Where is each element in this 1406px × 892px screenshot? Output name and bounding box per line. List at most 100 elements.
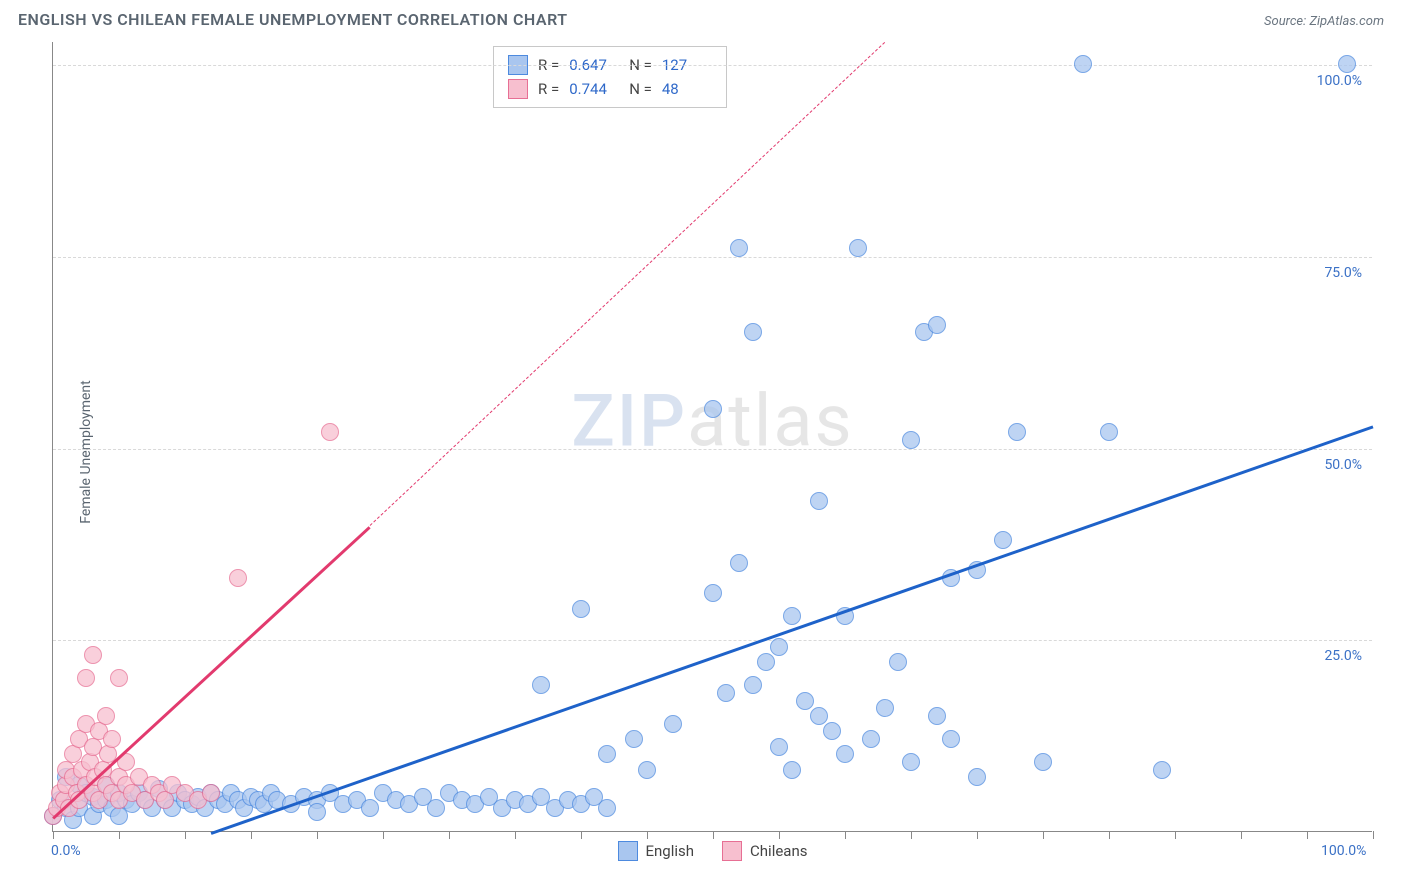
data-point xyxy=(876,699,894,717)
data-point xyxy=(744,676,762,694)
data-point xyxy=(836,745,854,763)
y-tick-label: 75.0% xyxy=(1324,265,1362,281)
data-point xyxy=(783,761,801,779)
data-point xyxy=(770,638,788,656)
data-point xyxy=(1338,55,1356,73)
x-tick xyxy=(581,831,582,839)
x-tick xyxy=(53,831,54,839)
data-point xyxy=(103,730,121,748)
stats-row: R = 0.744 N = 48 xyxy=(508,77,712,101)
data-point xyxy=(84,646,102,664)
n-value: 48 xyxy=(662,77,712,101)
legend-item: English xyxy=(618,841,695,861)
data-point xyxy=(427,799,445,817)
legend-item: Chileans xyxy=(722,841,807,861)
x-tick xyxy=(1175,831,1176,839)
data-point xyxy=(810,707,828,725)
data-point xyxy=(849,239,867,257)
y-tick-label: 100.0% xyxy=(1317,73,1362,89)
x-axis-label: 100.0% xyxy=(1321,843,1366,859)
data-point xyxy=(928,316,946,334)
data-point xyxy=(783,607,801,625)
regression-line-extrapolated xyxy=(369,42,884,526)
data-point xyxy=(532,676,550,694)
data-point xyxy=(994,531,1012,549)
data-point xyxy=(1034,753,1052,771)
data-point xyxy=(664,715,682,733)
data-point xyxy=(625,730,643,748)
x-axis-label: 0.0% xyxy=(51,843,81,859)
x-tick xyxy=(845,831,846,839)
watermark-zip: ZIP xyxy=(571,378,687,463)
data-point xyxy=(928,707,946,725)
x-tick xyxy=(1043,831,1044,839)
data-point xyxy=(202,784,220,802)
data-point xyxy=(308,803,326,821)
x-tick xyxy=(251,831,252,839)
x-tick xyxy=(977,831,978,839)
x-tick xyxy=(779,831,780,839)
data-point xyxy=(796,692,814,710)
series-swatch xyxy=(618,841,638,861)
data-point xyxy=(730,239,748,257)
data-point xyxy=(902,431,920,449)
y-tick-label: 25.0% xyxy=(1324,648,1362,664)
watermark-atlas: atlas xyxy=(687,378,854,463)
x-tick xyxy=(647,831,648,839)
data-point xyxy=(968,768,986,786)
data-point xyxy=(638,761,656,779)
x-tick xyxy=(1307,831,1308,839)
data-point xyxy=(1008,423,1026,441)
x-tick xyxy=(911,831,912,839)
series-swatch xyxy=(508,79,528,99)
x-tick xyxy=(119,831,120,839)
y-tick-label: 50.0% xyxy=(1324,457,1362,473)
data-point xyxy=(717,684,735,702)
r-label: R = xyxy=(538,77,559,101)
x-tick xyxy=(1241,831,1242,839)
plot-area: ZIPatlas R =0.647N =127R =0.744N =48 Eng… xyxy=(52,42,1372,832)
data-point xyxy=(598,799,616,817)
x-tick xyxy=(383,831,384,839)
data-point xyxy=(321,423,339,441)
watermark: ZIPatlas xyxy=(571,378,853,463)
x-tick xyxy=(449,831,450,839)
source-prefix: Source: xyxy=(1264,14,1309,29)
x-tick xyxy=(185,831,186,839)
x-tick xyxy=(1373,831,1374,839)
series-legend: English Chileans xyxy=(618,841,808,861)
data-point xyxy=(704,400,722,418)
legend-label: Chileans xyxy=(750,842,807,860)
correlation-stats-box: R =0.647N =127R =0.744N =48 xyxy=(493,46,727,108)
x-tick xyxy=(1109,831,1110,839)
data-point xyxy=(1153,761,1171,779)
data-point xyxy=(730,554,748,572)
data-point xyxy=(823,722,841,740)
gridline xyxy=(53,65,1372,66)
source-attribution: Source: ZipAtlas.com xyxy=(1264,14,1384,29)
data-point xyxy=(361,799,379,817)
x-tick xyxy=(515,831,516,839)
chart-header: ENGLISH VS CHILEAN FEMALE UNEMPLOYMENT C… xyxy=(0,0,1406,35)
data-point xyxy=(744,323,762,341)
x-tick xyxy=(713,831,714,839)
source-name: ZipAtlas.com xyxy=(1309,14,1384,29)
series-swatch xyxy=(722,841,742,861)
x-tick xyxy=(317,831,318,839)
data-point xyxy=(572,600,590,618)
data-point xyxy=(229,569,247,587)
r-value: 0.744 xyxy=(569,77,619,101)
regression-line xyxy=(52,526,370,819)
chart-container: Female Unemployment ZIPatlas R =0.647N =… xyxy=(18,42,1388,862)
data-point xyxy=(810,492,828,510)
data-point xyxy=(598,745,616,763)
chart-title: ENGLISH VS CHILEAN FEMALE UNEMPLOYMENT C… xyxy=(18,10,568,29)
gridline xyxy=(53,640,1372,641)
data-point xyxy=(902,753,920,771)
data-point xyxy=(770,738,788,756)
data-point xyxy=(942,730,960,748)
n-label: N = xyxy=(629,77,652,101)
data-point xyxy=(862,730,880,748)
gridline xyxy=(53,449,1372,450)
data-point xyxy=(97,707,115,725)
